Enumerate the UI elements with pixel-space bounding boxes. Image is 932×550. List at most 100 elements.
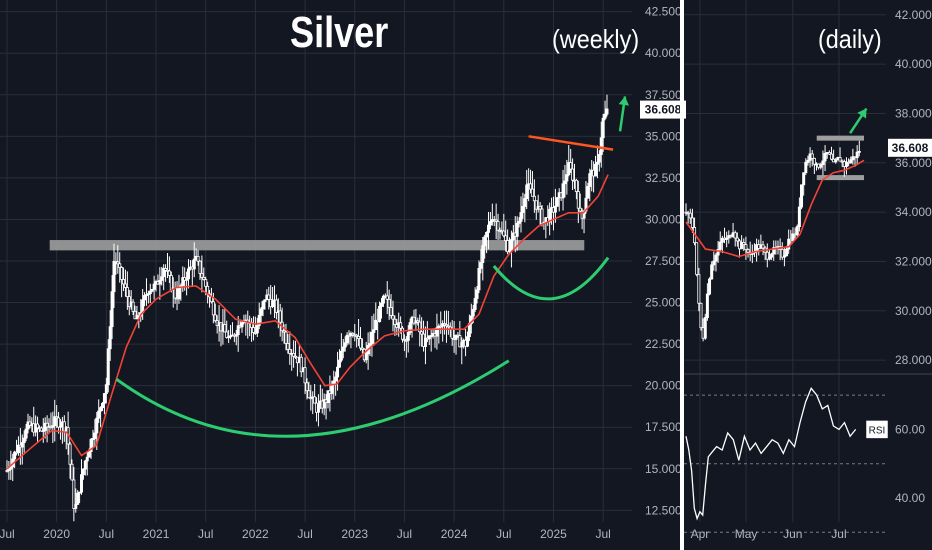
weekly-candle bbox=[337, 359, 341, 368]
weekly-candle bbox=[471, 309, 475, 317]
weekly-annotations bbox=[49, 240, 585, 251]
daily-ma-line bbox=[685, 159, 865, 258]
daily-candle bbox=[746, 249, 750, 253]
weekly-candle bbox=[374, 319, 378, 331]
weekly-candle bbox=[257, 314, 261, 326]
weekly-candle bbox=[574, 179, 578, 192]
daily-candle bbox=[720, 237, 724, 243]
support-band bbox=[49, 240, 585, 251]
weekly-x-tick-label: 2023 bbox=[341, 527, 368, 541]
weekly-candle bbox=[80, 474, 84, 493]
daily-candle bbox=[690, 217, 694, 228]
weekly-candle bbox=[402, 338, 406, 341]
rsi-line bbox=[685, 387, 857, 521]
weekly-candle bbox=[234, 334, 238, 337]
weekly-candle bbox=[378, 305, 382, 322]
weekly-candle bbox=[51, 425, 55, 428]
rsi-y-tick-label: 60.00 bbox=[895, 422, 925, 436]
weekly-candle bbox=[571, 168, 575, 181]
daily-y-tick-label: 40.000 bbox=[895, 57, 932, 71]
weekly-up-arrow-head bbox=[618, 96, 629, 106]
weekly-candle bbox=[251, 327, 255, 333]
weekly-candle bbox=[370, 332, 374, 344]
weekly-candle bbox=[225, 331, 229, 338]
weekly-candle bbox=[605, 108, 609, 115]
weekly-candle bbox=[131, 301, 135, 312]
daily-overlays: 36.608 bbox=[816, 107, 932, 181]
weekly-y-tick-label: 30.000 bbox=[645, 212, 682, 226]
daily-candle bbox=[785, 248, 789, 257]
weekly-candle bbox=[534, 200, 538, 210]
weekly-candle bbox=[267, 294, 271, 300]
weekly-price-label: 36.608 bbox=[645, 103, 682, 117]
daily-candle bbox=[735, 237, 739, 242]
weekly-y-tick-label: 22.500 bbox=[645, 337, 682, 351]
weekly-candle bbox=[202, 276, 206, 280]
daily-candle bbox=[804, 161, 808, 174]
weekly-candle bbox=[97, 410, 101, 419]
weekly-candle bbox=[192, 258, 196, 270]
weekly-candle bbox=[391, 315, 395, 320]
daily-price-label: 36.608 bbox=[892, 141, 929, 155]
weekly-candle bbox=[380, 302, 384, 307]
daily-candle bbox=[806, 159, 810, 163]
weekly-candle bbox=[13, 451, 17, 460]
weekly-y-tick-label: 20.000 bbox=[645, 379, 682, 393]
daily-candle bbox=[710, 264, 714, 280]
weekly-x-tick-label: 2022 bbox=[242, 527, 269, 541]
weekly-candle bbox=[307, 390, 311, 399]
weekly-candle bbox=[330, 384, 334, 394]
weekly-candle bbox=[305, 382, 309, 392]
rounding-bottom-arc bbox=[115, 359, 510, 438]
daily-candle bbox=[834, 159, 838, 163]
weekly-candle bbox=[563, 180, 567, 185]
weekly-candle bbox=[502, 230, 506, 237]
weekly-candle bbox=[401, 327, 405, 340]
weekly-candle bbox=[597, 154, 601, 163]
weekly-candle bbox=[78, 491, 82, 494]
weekly-candle bbox=[586, 186, 590, 199]
weekly-candle bbox=[569, 162, 573, 170]
daily-candle bbox=[772, 247, 776, 255]
weekly-candle bbox=[435, 327, 439, 337]
daily-candle bbox=[767, 256, 771, 260]
weekly-candle bbox=[399, 322, 403, 329]
weekly-candle bbox=[360, 347, 364, 350]
weekly-candle bbox=[519, 212, 523, 222]
weekly-candle bbox=[143, 295, 147, 301]
weekly-candle bbox=[517, 220, 521, 224]
daily-candle bbox=[742, 242, 746, 246]
weekly-candle bbox=[479, 262, 483, 269]
weekly-candle bbox=[274, 299, 278, 313]
daily-range-top bbox=[816, 135, 864, 141]
weekly-candle bbox=[303, 367, 307, 384]
panel-divider bbox=[680, 0, 684, 550]
weekly-candle bbox=[565, 174, 569, 182]
resistance-trendline bbox=[528, 135, 614, 151]
weekly-candle bbox=[450, 328, 454, 339]
weekly-candle bbox=[504, 235, 508, 241]
weekly-y-tick-label: 12.500 bbox=[645, 503, 682, 517]
daily-up-arrow-head bbox=[857, 108, 867, 119]
weekly-candle bbox=[36, 423, 40, 429]
daily-candle bbox=[780, 248, 784, 258]
weekly-candle bbox=[477, 268, 481, 291]
weekly-candle bbox=[9, 466, 13, 470]
weekly-candle bbox=[24, 428, 28, 439]
weekly-candle bbox=[420, 331, 424, 335]
weekly-candle bbox=[204, 279, 208, 287]
weekly-x-tick-label: 2025 bbox=[540, 527, 567, 541]
weekly-candle bbox=[70, 463, 74, 481]
weekly-candle bbox=[454, 334, 458, 340]
weekly-candle bbox=[95, 417, 99, 434]
weekly-candle bbox=[418, 321, 422, 333]
daily-candle bbox=[787, 238, 791, 250]
daily-candle bbox=[765, 251, 769, 260]
daily-y-tick-label: 42.000 bbox=[895, 8, 932, 22]
weekly-x-tick-label: Jul bbox=[99, 527, 114, 541]
weekly-y-tick-label: 37.500 bbox=[645, 88, 682, 102]
daily-candle bbox=[725, 237, 729, 240]
weekly-candle bbox=[322, 399, 326, 409]
weekly-candle bbox=[594, 163, 598, 177]
weekly-candle bbox=[122, 279, 126, 285]
